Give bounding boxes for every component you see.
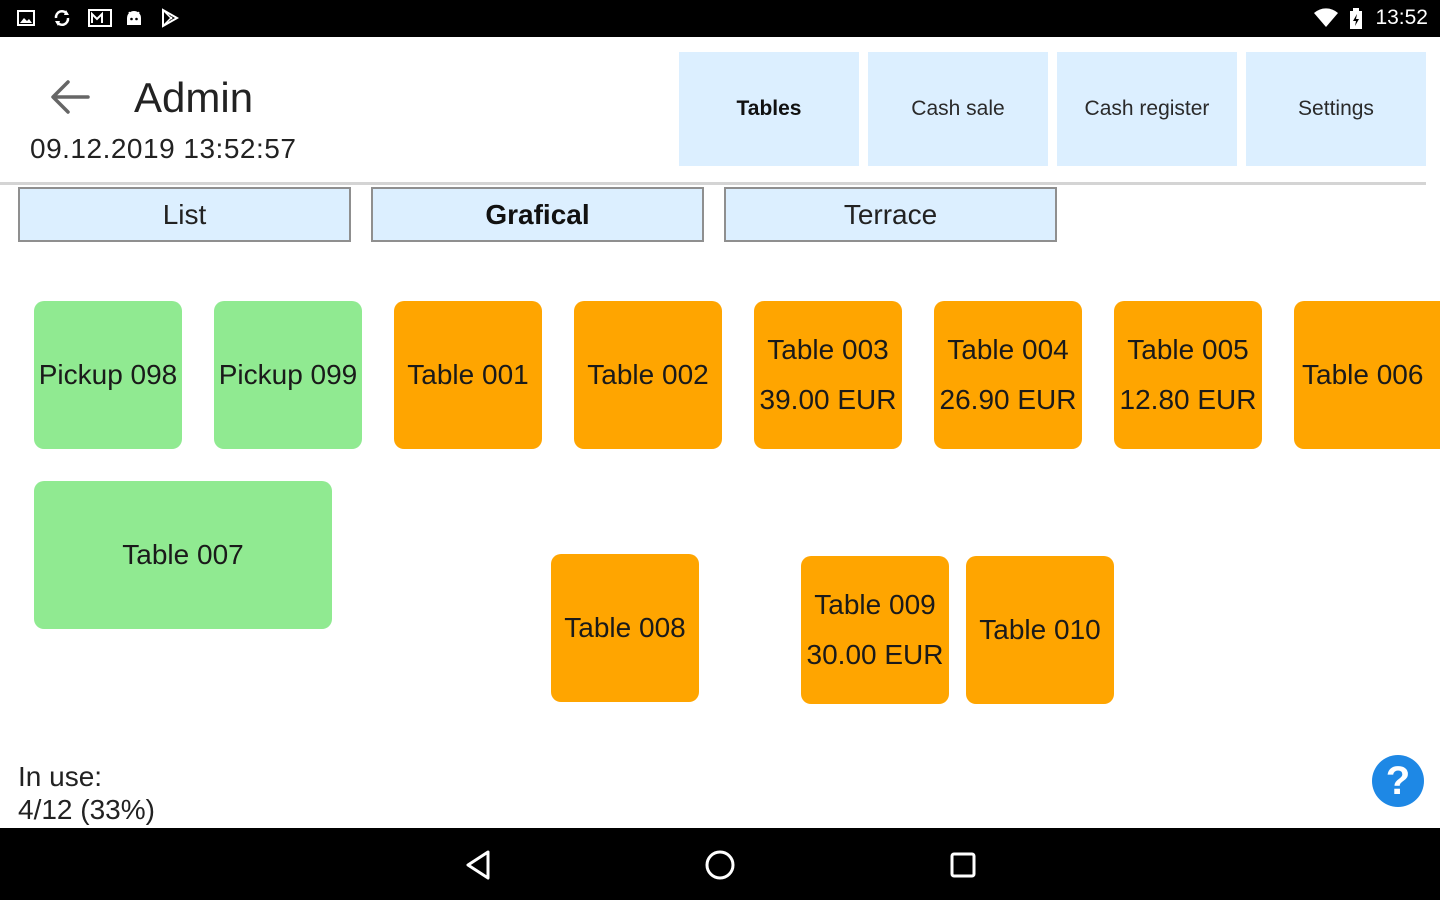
table-tile-008[interactable]: Table 008 bbox=[551, 554, 699, 702]
gallery-notification-icon bbox=[88, 9, 112, 27]
tab-cash-register[interactable]: Cash register bbox=[1057, 52, 1237, 166]
help-icon: ? bbox=[1385, 758, 1411, 803]
in-use-label: In use: bbox=[18, 761, 103, 792]
table-name: Table 001 bbox=[407, 359, 529, 390]
table-tile-007[interactable]: Table 007 bbox=[34, 481, 332, 629]
table-amount: 39.00 EUR bbox=[759, 384, 897, 415]
table-name: Table 009 bbox=[814, 589, 936, 620]
nav-back-icon[interactable] bbox=[462, 848, 496, 882]
tab-cash-sale[interactable]: Cash sale bbox=[868, 52, 1048, 166]
table-name: Table 005 bbox=[1127, 334, 1249, 365]
status-bar: 13:52 bbox=[0, 0, 1440, 37]
table-tile-001[interactable]: Table 001 bbox=[394, 301, 542, 449]
nav-home-icon[interactable] bbox=[703, 848, 737, 882]
table-amount: 12.80 EUR bbox=[1119, 384, 1257, 415]
table-name: Table 002 bbox=[587, 359, 709, 390]
table-name: Table 007 bbox=[122, 539, 244, 570]
table-tile-pickup-098[interactable]: Pickup 098 bbox=[34, 301, 182, 449]
area-tab-grafical[interactable]: Grafical bbox=[371, 187, 704, 242]
table-tile-002[interactable]: Table 002 bbox=[574, 301, 722, 449]
table-amount: 26.90 EUR bbox=[939, 384, 1077, 415]
table-tile-009[interactable]: Table 009 30.00 EUR bbox=[801, 556, 949, 704]
table-name: Pickup 098 bbox=[38, 359, 178, 390]
sync-notification-icon bbox=[54, 10, 70, 26]
table-tile-010[interactable]: Table 010 bbox=[966, 556, 1114, 704]
battery-icon bbox=[1350, 8, 1362, 29]
table-name: Table 004 bbox=[947, 334, 1069, 365]
tab-tables[interactable]: Tables bbox=[679, 52, 859, 166]
play-store-notification-icon bbox=[162, 8, 180, 28]
image-notification-icon bbox=[17, 10, 35, 26]
table-name: Pickup 099 bbox=[218, 359, 358, 390]
table-tile-006[interactable]: Table 006 bbox=[1294, 301, 1440, 449]
area-tab-list[interactable]: List bbox=[18, 187, 351, 242]
table-name: Table 008 bbox=[564, 612, 686, 643]
table-name: Table 010 bbox=[979, 614, 1101, 645]
table-amount: 30.00 EUR bbox=[806, 639, 944, 670]
table-tile-005[interactable]: Table 005 12.80 EUR bbox=[1114, 301, 1262, 449]
table-tile-003[interactable]: Table 003 39.00 EUR bbox=[754, 301, 902, 449]
in-use-value: 4/12 (33%) bbox=[18, 794, 155, 825]
wifi-icon bbox=[1314, 8, 1338, 27]
table-name: Table 003 bbox=[767, 334, 889, 365]
page-title: Admin bbox=[134, 74, 254, 121]
help-button[interactable]: ? bbox=[1372, 755, 1424, 807]
system-navigation-bar bbox=[0, 828, 1440, 900]
table-name: Table 006 bbox=[1302, 359, 1424, 390]
current-datetime: 09.12.2019 13:52:57 bbox=[30, 133, 297, 164]
tab-settings[interactable]: Settings bbox=[1246, 52, 1426, 166]
table-tile-pickup-099[interactable]: Pickup 099 bbox=[214, 301, 362, 449]
area-tab-terrace[interactable]: Terrace bbox=[724, 187, 1057, 242]
android-notification-icon bbox=[127, 11, 141, 25]
back-arrow-icon[interactable] bbox=[44, 74, 96, 120]
header-divider bbox=[0, 182, 1426, 185]
table-tile-004[interactable]: Table 004 26.90 EUR bbox=[934, 301, 1082, 449]
status-time: 13:52 bbox=[1375, 6, 1428, 29]
nav-recents-icon[interactable] bbox=[946, 848, 980, 882]
